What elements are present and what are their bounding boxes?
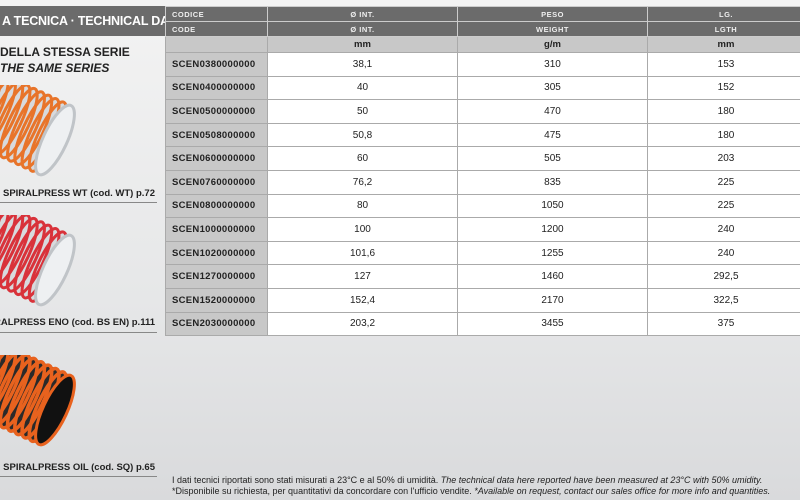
code-cell: SCEN2030000000 (165, 311, 268, 337)
table-row: SCEN0380000000 38,1 310 153 (165, 52, 800, 77)
code-cell: SCEN0800000000 (165, 193, 268, 219)
code-cell: SCEN1000000000 (165, 217, 268, 242)
code-cell: SCEN1020000000 (165, 240, 268, 266)
table-row: SCEN1000000000 100 1200 240 (165, 217, 800, 242)
table-row: SCEN0400000000 40 305 152 (165, 75, 800, 101)
table-row: SCEN0508000000 50,8 475 180 (165, 122, 800, 148)
product-link-wt[interactable]: SPIRALPRESS WT (cod. WT) p.72 (2, 188, 155, 199)
column-header: CODICE (165, 6, 268, 22)
hose-image-oil (0, 355, 76, 447)
divider (0, 332, 157, 333)
value-cell: 240 (647, 240, 800, 266)
value-cell: 2170 (457, 287, 648, 313)
unit-cell: mm (267, 36, 458, 53)
column-header: LGTH (647, 21, 800, 37)
value-cell: 76,2 (267, 169, 458, 195)
table-row: SCEN0600000000 60 505 203 (165, 146, 800, 171)
value-cell: 180 (647, 99, 800, 124)
value-cell: 505 (457, 146, 648, 171)
value-cell: 101,6 (267, 240, 458, 266)
value-cell: 1050 (457, 193, 648, 219)
unit-cell: mm (647, 36, 800, 53)
series-it: DELLA STESSA SERIE (0, 45, 130, 59)
table-row: SCEN0800000000 80 1050 225 (165, 193, 800, 219)
code-cell: SCEN0760000000 (165, 169, 268, 195)
column-header: Ø INT. (267, 21, 458, 37)
table-row: SCEN1270000000 127 1460 292,5 (165, 264, 800, 289)
value-cell: 470 (457, 99, 648, 124)
value-cell: 180 (647, 122, 800, 148)
value-cell: 152 (647, 75, 800, 101)
note-1-en: The technical data here reported have be… (440, 475, 763, 485)
table-row: SCEN1020000000 101,6 1255 240 (165, 240, 800, 266)
value-cell: 310 (457, 52, 648, 77)
value-cell: 203 (647, 146, 800, 171)
value-cell: 50,8 (267, 122, 458, 148)
hose-image-wt (0, 85, 76, 177)
divider (0, 476, 157, 477)
table-row: SCEN1520000000 152,4 2170 322,5 (165, 287, 800, 313)
note-2-en: *Available on request, contact our sales… (474, 486, 771, 496)
value-cell: 40 (267, 75, 458, 101)
note-2-it: *Disponibile su richiesta, per quantitat… (172, 486, 472, 496)
value-cell: 1255 (457, 240, 648, 266)
value-cell: 240 (647, 217, 800, 242)
code-cell: SCEN1520000000 (165, 287, 268, 313)
value-cell: 375 (647, 311, 800, 337)
value-cell: 225 (647, 169, 800, 195)
column-header: PESO (457, 6, 648, 22)
value-cell: 835 (457, 169, 648, 195)
code-cell: SCEN1270000000 (165, 264, 268, 289)
technical-data-table: CODICE Ø INT. PESO LG. CODE Ø INT. WEIGHT LGTH… (165, 6, 800, 337)
product-link-oil[interactable]: SPIRALPRESS OIL (cod. SQ) p.65 (3, 462, 155, 473)
unit-cell: g/m (457, 36, 648, 53)
value-cell: 292,5 (647, 264, 800, 289)
value-cell: 203,2 (267, 311, 458, 337)
footnotes: I dati tecnici riportati sono stati misu… (172, 475, 770, 497)
value-cell: 60 (267, 146, 458, 171)
code-cell: SCEN0508000000 (165, 122, 268, 148)
series-en: THE SAME SERIES (0, 61, 110, 75)
section-title: A TECNICA · TECHNICAL DATA (0, 6, 165, 36)
value-cell: 3455 (457, 311, 648, 337)
column-header: CODE (165, 21, 268, 37)
column-header: Ø INT. (267, 6, 458, 22)
value-cell: 305 (457, 75, 648, 101)
value-cell: 152,4 (267, 287, 458, 313)
value-cell: 50 (267, 99, 458, 124)
code-cell: SCEN0600000000 (165, 146, 268, 171)
code-cell: SCEN0500000000 (165, 99, 268, 124)
column-header: WEIGHT (457, 21, 648, 37)
value-cell: 1200 (457, 217, 648, 242)
table-row: SCEN2030000000 203,2 3455 375 (165, 311, 800, 337)
value-cell: 225 (647, 193, 800, 219)
hose-image-eno (0, 215, 76, 307)
value-cell: 127 (267, 264, 458, 289)
table-row: SCEN0760000000 76,2 835 225 (165, 169, 800, 195)
value-cell: 153 (647, 52, 800, 77)
same-series-heading: DELLA STESSA SERIE THE SAME SERIES (0, 44, 130, 76)
table-row: SCEN0500000000 50 470 180 (165, 99, 800, 124)
column-header: LG. (647, 6, 800, 22)
product-link-eno[interactable]: SPIRALPRESS ENO (cod. BS EN) p.111 (0, 317, 155, 328)
units-row: mm g/m mm (165, 36, 800, 53)
value-cell: 322,5 (647, 287, 800, 313)
code-cell: SCEN0380000000 (165, 52, 268, 77)
unit-cell (165, 36, 268, 53)
note-1-it: I dati tecnici riportati sono stati misu… (172, 475, 439, 485)
value-cell: 475 (457, 122, 648, 148)
divider (0, 202, 157, 203)
value-cell: 100 (267, 217, 458, 242)
value-cell: 80 (267, 193, 458, 219)
value-cell: 38,1 (267, 52, 458, 77)
value-cell: 1460 (457, 264, 648, 289)
code-cell: SCEN0400000000 (165, 75, 268, 101)
